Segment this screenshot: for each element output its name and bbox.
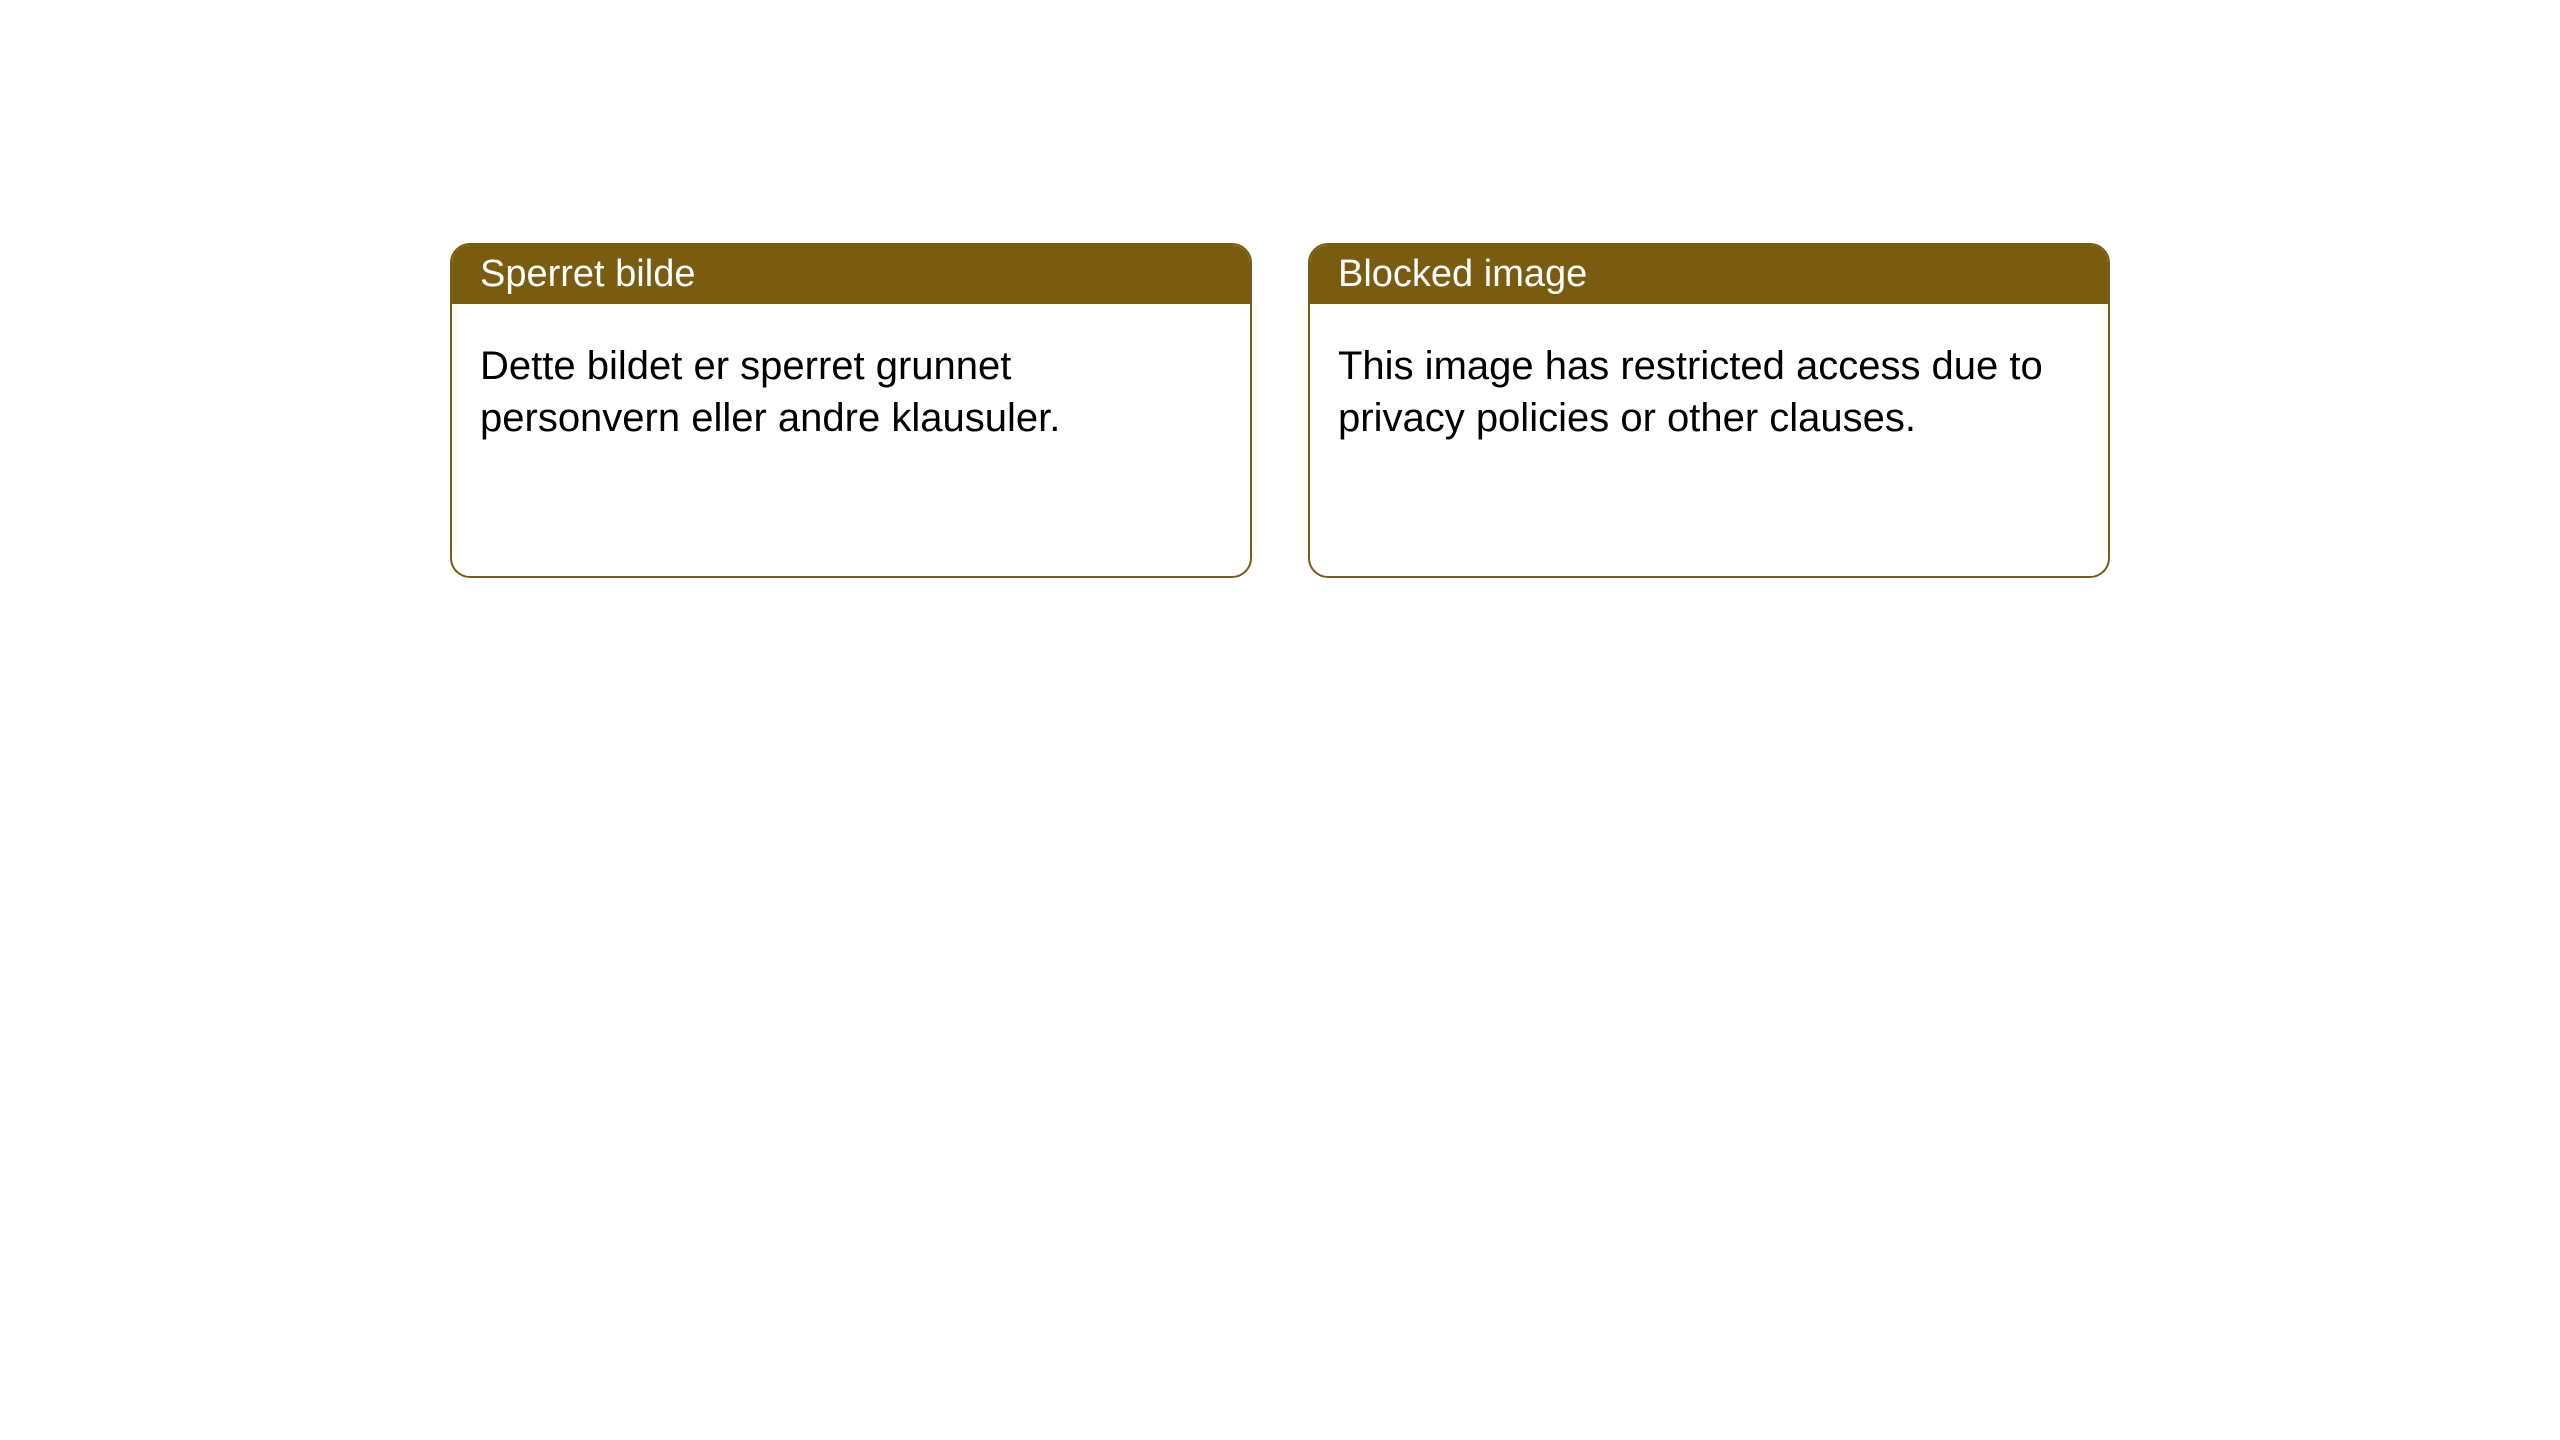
card-body-text: This image has restricted access due to … xyxy=(1310,304,2108,480)
card-title: Blocked image xyxy=(1310,245,2108,304)
notice-card-english: Blocked image This image has restricted … xyxy=(1308,243,2110,578)
card-title: Sperret bilde xyxy=(452,245,1250,304)
notice-card-norwegian: Sperret bilde Dette bildet er sperret gr… xyxy=(450,243,1252,578)
notice-container: Sperret bilde Dette bildet er sperret gr… xyxy=(0,0,2560,578)
card-body-text: Dette bildet er sperret grunnet personve… xyxy=(452,304,1250,480)
